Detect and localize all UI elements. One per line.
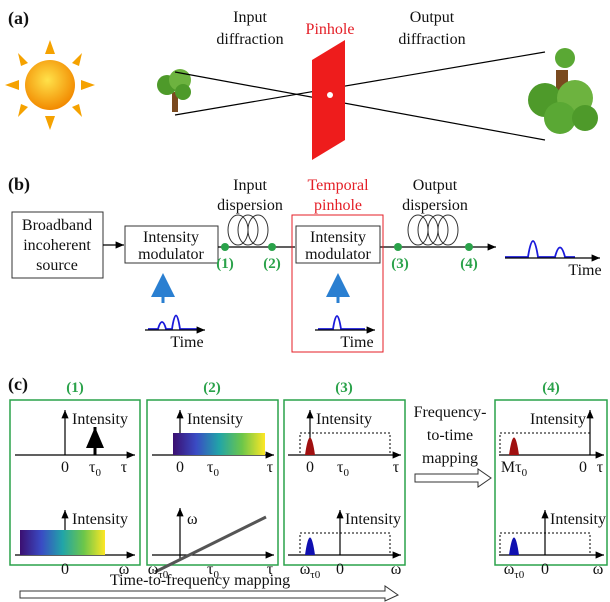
column-label: (2) xyxy=(203,380,221,396)
axis-label: Intensity xyxy=(72,511,128,528)
tick-label: 0 xyxy=(61,561,69,578)
ray-lines xyxy=(175,52,545,140)
text: to-time xyxy=(427,427,473,444)
tick-label: 0 xyxy=(61,459,69,476)
time-axis xyxy=(145,258,600,330)
tick-label: 0 xyxy=(336,561,344,578)
tick-label: ωτ0 xyxy=(504,561,525,581)
text: Temporal xyxy=(307,177,369,194)
text: pinhole xyxy=(314,197,362,214)
text: incoherent xyxy=(23,237,91,254)
panel-b: (b) Broadband incoherent source Intensit… xyxy=(8,174,602,352)
text: Input xyxy=(233,9,267,26)
axis-label: Intensity xyxy=(187,411,243,428)
drive-arrow xyxy=(163,276,338,303)
text: Pinhole xyxy=(306,21,355,38)
point-label: (2) xyxy=(263,256,281,272)
tick-label: τ xyxy=(267,561,274,578)
pinhole xyxy=(312,40,345,160)
point-label: (1) xyxy=(216,256,234,272)
tick-label: τ xyxy=(121,459,128,476)
figure: (a) Input diffraction Pinhole Output dif… xyxy=(0,0,610,602)
tick-label: τ xyxy=(393,459,400,476)
axis-label: Intensity xyxy=(550,511,606,528)
text: modulator xyxy=(138,246,204,263)
axis-label: Intensity xyxy=(316,411,372,428)
tick-label: τ0 xyxy=(337,459,349,479)
tick-label: ωτ0 xyxy=(300,561,321,581)
text: Input xyxy=(233,177,267,194)
axis-label: Intensity xyxy=(72,411,128,428)
text: Frequency- xyxy=(414,404,487,421)
column-label: (1) xyxy=(66,380,84,396)
tick-label: τ0 xyxy=(207,459,219,479)
text: dispersion xyxy=(217,197,283,214)
sub: τ0 xyxy=(158,569,168,581)
spectrum xyxy=(20,530,105,555)
axis-label: Time xyxy=(568,262,601,279)
text: modulator xyxy=(305,246,371,263)
text: source xyxy=(36,257,78,274)
base: ω xyxy=(300,561,311,578)
text: Time-to-frequency mapping xyxy=(110,572,290,589)
tick-label: 0 xyxy=(306,459,314,476)
tree-large xyxy=(528,48,598,134)
tick-label: 0 xyxy=(541,561,549,578)
tree-small xyxy=(157,69,191,112)
text: diffraction xyxy=(398,31,465,48)
base: Mτ xyxy=(501,459,522,476)
tick-label: Mτ0 xyxy=(501,459,528,479)
axis-label: Intensity xyxy=(345,511,401,528)
sub: 0 xyxy=(213,569,219,581)
text: mapping xyxy=(422,450,478,467)
sub: 0 xyxy=(95,467,101,479)
tick-label: τ0 xyxy=(89,459,101,479)
point-label: (4) xyxy=(460,256,478,272)
panel-c: (c) Frequency- to-time mapping Time-to-f… xyxy=(8,374,607,601)
tick-label: ω xyxy=(391,561,402,578)
axis-label: Time xyxy=(170,334,203,351)
column-label: (4) xyxy=(542,380,560,396)
text: Broadband xyxy=(22,217,92,234)
text: Intensity xyxy=(310,229,366,246)
tick-label: τ xyxy=(597,459,604,476)
sub: 0 xyxy=(213,467,219,479)
sub: τ0 xyxy=(514,569,524,581)
point-label: (3) xyxy=(391,256,409,272)
sun xyxy=(5,40,95,130)
base: ω xyxy=(148,561,159,578)
tick-label: ω xyxy=(593,561,604,578)
text: Intensity xyxy=(143,229,199,246)
tick-label: 0 xyxy=(579,459,587,476)
sub: 0 xyxy=(522,467,528,479)
sub: 0 xyxy=(343,467,349,479)
text: diffraction xyxy=(216,31,283,48)
spectrum xyxy=(173,433,265,455)
hollow-arrow xyxy=(415,469,491,487)
axis-label: ω xyxy=(187,511,198,528)
column-label: (3) xyxy=(335,380,353,396)
base: ω xyxy=(504,561,515,578)
tick-label: ω xyxy=(119,561,130,578)
panel-label: (c) xyxy=(8,374,28,395)
sub: τ0 xyxy=(310,569,320,581)
panel-label: (a) xyxy=(8,8,29,29)
panel-a: (a) Input diffraction Pinhole Output dif… xyxy=(5,8,598,160)
text: Output xyxy=(413,177,458,194)
tick-label: 0 xyxy=(176,459,184,476)
axis-label: Intensity xyxy=(530,411,586,428)
text: Output xyxy=(410,9,455,26)
tick-label: τ xyxy=(267,459,274,476)
pinhole-hole xyxy=(327,92,333,98)
panel-label: (b) xyxy=(8,174,30,195)
text: dispersion xyxy=(402,197,468,214)
axis-label: Time xyxy=(340,334,373,351)
